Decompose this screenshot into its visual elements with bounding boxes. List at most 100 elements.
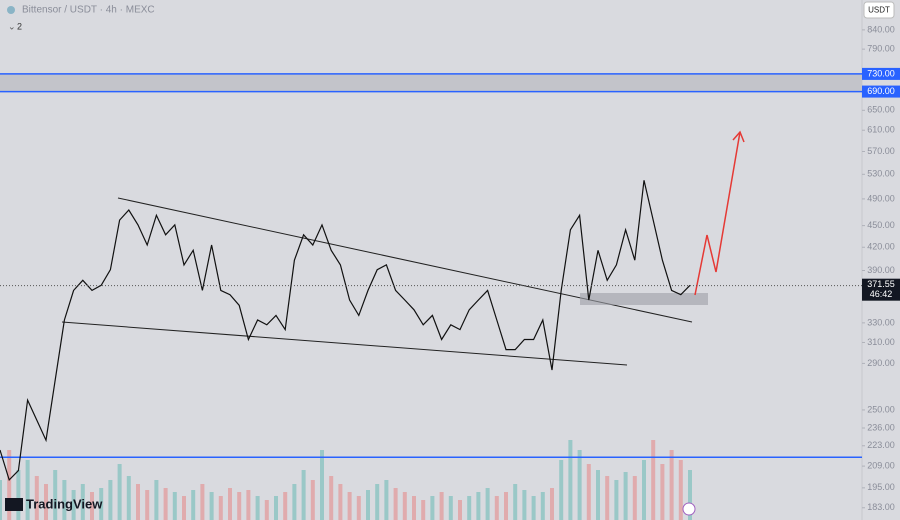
volume-bar (44, 484, 48, 520)
volume-bar (586, 464, 591, 520)
volume-bar (283, 492, 288, 520)
volume-bar (513, 484, 518, 520)
volume-bar (218, 496, 223, 520)
volume-bar (274, 496, 278, 520)
level-tag (862, 67, 900, 80)
volume-bar (651, 440, 656, 520)
volume-bar (62, 480, 67, 520)
volume-bar (623, 472, 628, 520)
volume-bar (182, 496, 186, 520)
volume-bar (145, 490, 150, 520)
last-price-label: 371.55 (867, 279, 895, 289)
volume-bar (154, 480, 159, 520)
volume-bar (485, 488, 490, 520)
volume-bar (522, 490, 527, 520)
y-tick-label: 390.00 (867, 265, 895, 275)
volume-bar (458, 500, 462, 520)
projection-arrow (694, 131, 741, 296)
y-tick-label: 840.00 (867, 24, 895, 34)
volume-bar (366, 490, 370, 520)
volume-bar (7, 450, 12, 520)
volume-bar (34, 476, 39, 520)
volume-bar (550, 488, 554, 520)
last-price-tag (862, 278, 900, 301)
y-tick-label: 490.00 (867, 193, 895, 203)
header-title: Bittensor / USDT · 4h · MEXC (22, 5, 155, 16)
y-tick-label: 610.00 (867, 125, 895, 135)
volume-bar (421, 500, 426, 520)
arrow-head (732, 130, 745, 143)
volume-bar (25, 460, 30, 520)
volume-bar (467, 496, 472, 520)
volume-bar (237, 492, 242, 520)
y-tick-label: 209.00 (867, 460, 895, 470)
y-tick-label: 790.00 (867, 44, 895, 54)
volume-bar (540, 492, 545, 520)
y-tick-label: 183.00 (867, 502, 895, 512)
volume-bar (172, 492, 177, 520)
volume-bar (191, 490, 196, 520)
y-tick-label: 330.00 (867, 317, 895, 327)
volume-bar (632, 476, 637, 520)
volume-bar (136, 484, 140, 520)
volume-bar (596, 470, 600, 520)
volume-bar (439, 492, 444, 520)
y-tick-label: 250.00 (867, 404, 895, 414)
volume-bar (614, 480, 619, 520)
volume-bar (246, 490, 251, 520)
volume-bar (531, 496, 536, 520)
currency-button[interactable] (863, 1, 895, 19)
volume-bar (402, 492, 407, 520)
volume-bar (53, 470, 58, 520)
volume-bar (71, 490, 76, 520)
brand-name: TradingView (26, 496, 103, 511)
event-icon[interactable] (682, 502, 696, 516)
volume-bar (126, 476, 131, 520)
volume-bar (329, 476, 334, 520)
volume-bar (209, 492, 214, 520)
countdown-label: 46:42 (870, 289, 893, 299)
y-tick-label: 530.00 (867, 169, 895, 179)
volume-bar (678, 460, 683, 520)
y-tick-label: 290.00 (867, 358, 895, 368)
volume-bar (393, 488, 398, 520)
volume-bar (605, 476, 610, 520)
y-tick-label: 420.00 (867, 242, 895, 252)
volume-bar (200, 484, 205, 520)
volume-bar (669, 450, 674, 520)
indicator-count[interactable]: 2 (17, 21, 22, 31)
symbol-icon (7, 6, 15, 14)
volume-bar (0, 480, 2, 520)
volume-bar (90, 492, 94, 520)
price-axis: 840.00 790.00 650.00 610.00 570.00 530.00 490.… (862, 24, 900, 512)
volume-bar (559, 460, 564, 520)
volume-bar (476, 492, 481, 520)
volume-bar (80, 484, 85, 520)
level-zone (0, 73, 862, 92)
volume-bar (504, 492, 508, 520)
volume-bar (301, 470, 306, 520)
y-tick-label: 236.00 (867, 422, 895, 432)
volume-bar (310, 480, 315, 520)
y-tick-label: 195.00 (867, 482, 895, 492)
volume-bar (356, 496, 361, 520)
currency-label[interactable]: USDT (868, 6, 890, 15)
volume-layer (0, 440, 692, 520)
y-tick-label: 310.00 (867, 337, 895, 347)
indicator-toggle[interactable]: ⌄ (8, 21, 16, 31)
volume-bar (228, 488, 232, 520)
volume-bar (430, 496, 435, 520)
volume-bar (255, 496, 260, 520)
y-tick-label: 450.00 (867, 220, 895, 230)
volume-bar (292, 484, 297, 520)
volume-bar (568, 440, 573, 520)
volume-bar (688, 470, 692, 520)
price-line (0, 180, 691, 482)
volume-bar (99, 488, 104, 520)
volume-bar (108, 480, 113, 520)
demand-zone (580, 293, 708, 305)
volume-bar (384, 480, 389, 520)
volume-bar (375, 484, 380, 520)
